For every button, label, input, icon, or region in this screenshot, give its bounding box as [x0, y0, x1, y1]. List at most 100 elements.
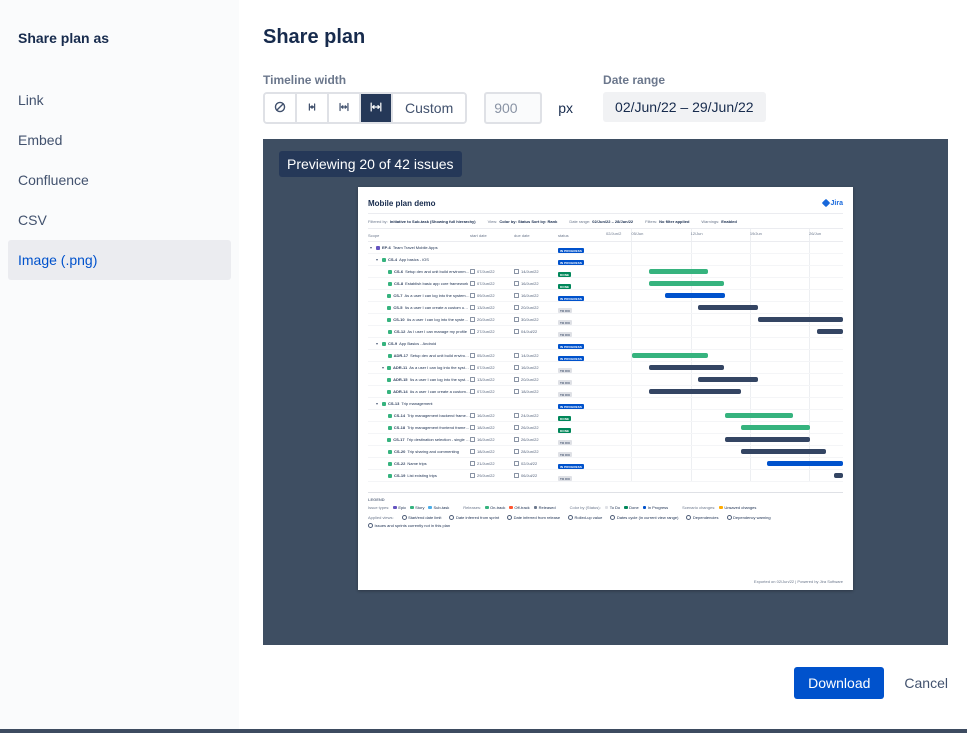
- timeline-date-label: 05/Jun: [631, 231, 644, 236]
- timeline-cell: [606, 338, 843, 349]
- issue-title: Team Travel Mobile Apps: [392, 245, 438, 250]
- grid-line: [809, 266, 811, 277]
- width-custom-button[interactable]: Custom: [393, 94, 466, 122]
- timeline-cell: [606, 374, 843, 385]
- cancel-button[interactable]: Cancel: [904, 675, 948, 691]
- scope-cell: ▾ CS-9 App Basics - Android: [368, 341, 470, 346]
- legend-swatch: [410, 505, 414, 510]
- custom-width-input[interactable]: [484, 92, 543, 124]
- plan-meta-item: Warnings: Enabled: [701, 218, 737, 224]
- legend-swatch: [485, 505, 489, 510]
- status-lozenge: DONE: [558, 428, 572, 433]
- grid-line: [809, 278, 811, 289]
- plan-row: ADR-15 As a user I can log into the syste…: [368, 374, 843, 386]
- start-date-cell: 07/Jun/22: [470, 281, 514, 286]
- controls-row: Timeline width: [263, 73, 948, 124]
- download-button[interactable]: Download: [794, 667, 885, 699]
- issue-title: App basics - iOS: [399, 257, 429, 262]
- applied-view-item: Issues and sprints currently not in this…: [368, 523, 450, 528]
- narrow-width-arrow-icon: [305, 100, 319, 117]
- calendar-icon: [470, 281, 475, 286]
- legend-group: Color by (Status): To Do Done In Progress: [569, 505, 669, 510]
- sidebar-item-embed[interactable]: Embed: [18, 132, 63, 148]
- calendar-icon: [514, 389, 519, 394]
- scope-cell: CS-7 As a user I can log into the system …: [368, 293, 470, 298]
- column-header-due-date: due date: [514, 232, 530, 238]
- scope-cell: CS-10 As a user I can log into the system…: [368, 317, 470, 322]
- sidebar-item-csv[interactable]: CSV: [18, 212, 47, 228]
- grid-line: [631, 254, 633, 265]
- applied-view-item: Start/end date limit: [401, 515, 441, 520]
- calendar-icon: [514, 329, 519, 334]
- applied-view-item: Rolled-up value: [568, 515, 602, 520]
- sidebar-item-image-png[interactable]: Image (.png): [8, 240, 231, 280]
- legend-swatch: [393, 505, 397, 510]
- width-preset-medium-button[interactable]: [329, 94, 361, 122]
- status-cell: TO DO: [558, 299, 606, 317]
- issue-title: As a user I can log into the system via …: [409, 377, 470, 382]
- issue-type-story-icon: [382, 341, 386, 346]
- start-date-cell: 05/Jun/22: [470, 353, 514, 358]
- start-date-cell: 18/Jun/22: [470, 449, 514, 454]
- grid-line: [631, 338, 633, 349]
- status-lozenge: TO DO: [558, 308, 572, 313]
- issue-type-story-icon: [387, 293, 392, 298]
- timeline-date-label: 19/Jun: [749, 231, 762, 236]
- column-header-status: status: [558, 232, 569, 238]
- jira-logo-text: Jira: [830, 199, 843, 207]
- grid-line: [749, 266, 751, 277]
- issue-key: CS-10: [393, 317, 405, 322]
- timeline-width-label: Timeline width: [263, 73, 347, 87]
- due-date-cell: 26/Jun/22: [514, 437, 558, 442]
- scope-cell: ADR-17 Setup dev and unit build environme…: [368, 353, 470, 358]
- legend-swatch: [533, 505, 538, 510]
- issue-type-story-icon: [387, 305, 392, 310]
- calendar-icon: [470, 437, 475, 442]
- start-date-cell: 27/Jun/22: [470, 329, 514, 334]
- timeline-date-label: 26/Jun: [809, 231, 822, 236]
- issue-title: As a user I can log into the system via …: [406, 317, 470, 322]
- status-cell: DONE: [558, 275, 606, 293]
- expander-icon: ▾: [376, 341, 379, 346]
- issue-type-story-icon: [387, 353, 392, 358]
- status-cell: IN PROGRESS: [558, 251, 606, 269]
- gantt-bar: [757, 317, 843, 322]
- plan-row: CS-17 Trip destination selection - single…: [368, 434, 843, 446]
- calendar-icon: [514, 269, 519, 274]
- scope-cell: CS-22 Name trips: [368, 461, 470, 466]
- width-preset-wide-button[interactable]: [361, 94, 393, 122]
- width-preset-none-button[interactable]: [265, 94, 297, 122]
- width-preset-narrow-button[interactable]: [297, 94, 329, 122]
- grid-line: [631, 410, 633, 421]
- gantt-bar: [665, 293, 725, 298]
- legend-item: Epic: [393, 505, 406, 510]
- calendar-icon: [470, 389, 475, 394]
- issue-title: Trip management frontend framework: [407, 425, 470, 430]
- grid-line: [690, 242, 692, 253]
- calendar-icon: [470, 377, 475, 382]
- plan-meta-item: Filters: No filter applied: [645, 218, 690, 224]
- sidebar-item-confluence[interactable]: Confluence: [18, 172, 89, 188]
- grid-line: [690, 338, 692, 349]
- plan-row: ADR-17 Setup dev and unit build environme…: [368, 350, 843, 362]
- due-date-cell: 06/Jul/22: [514, 473, 558, 478]
- start-date-cell: 20/Jun/22: [470, 317, 514, 322]
- plan-row: CS-10 As a user I can log into the system…: [368, 314, 843, 326]
- calendar-icon: [470, 461, 475, 466]
- issue-key: CS-9: [388, 341, 398, 346]
- issue-key: ADR-14: [393, 389, 408, 394]
- issue-type-story-icon: [387, 437, 392, 442]
- issue-title: Establish basic app core framework: [405, 281, 469, 286]
- grid-line: [690, 446, 692, 457]
- due-date-cell: 02/Jul/22: [514, 461, 558, 466]
- legend-glyph-icon: [610, 515, 616, 520]
- sidebar-item-link[interactable]: Link: [18, 92, 44, 108]
- issue-key: CS-5: [393, 305, 403, 310]
- date-range-value[interactable]: 02/Jun/22 – 29/Jun/22: [603, 92, 766, 122]
- calendar-icon: [470, 329, 475, 334]
- gantt-bar: [741, 425, 810, 430]
- plan-row: ▾ CS-4 App basics - iOS IN PROGRESS: [368, 254, 843, 266]
- expander-icon: ▾: [370, 245, 373, 250]
- status-cell: TO DO: [558, 371, 606, 389]
